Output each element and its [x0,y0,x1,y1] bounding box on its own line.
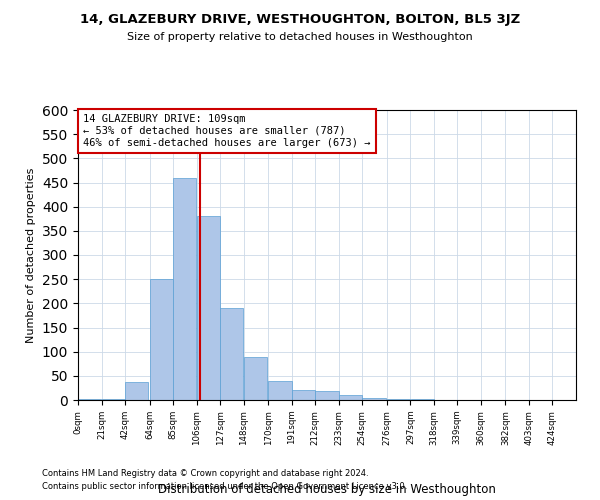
Bar [410,399,434,400]
Bar [220,308,244,400]
Bar [244,358,267,400]
Text: Size of property relative to detached houses in Westhoughton: Size of property relative to detached ho… [127,32,473,42]
X-axis label: Distribution of detached houses by size in Westhoughton: Distribution of detached houses by size … [158,484,496,496]
Bar [268,380,292,400]
Bar [197,216,220,400]
Bar [173,178,196,400]
Y-axis label: Number of detached properties: Number of detached properties [26,168,37,342]
Bar [150,279,173,400]
Text: 14 GLAZEBURY DRIVE: 109sqm
← 53% of detached houses are smaller (787)
46% of sem: 14 GLAZEBURY DRIVE: 109sqm ← 53% of deta… [83,114,370,148]
Bar [387,399,410,400]
Text: Contains public sector information licensed under the Open Government Licence v3: Contains public sector information licen… [42,482,407,491]
Text: Contains HM Land Registry data © Crown copyright and database right 2024.: Contains HM Land Registry data © Crown c… [42,468,368,477]
Text: 14, GLAZEBURY DRIVE, WESTHOUGHTON, BOLTON, BL5 3JZ: 14, GLAZEBURY DRIVE, WESTHOUGHTON, BOLTO… [80,12,520,26]
Bar [316,392,338,400]
Bar [292,390,315,400]
Bar [339,395,362,400]
Bar [362,398,386,400]
Bar [125,382,148,400]
Bar [101,399,125,400]
Bar [78,399,101,400]
